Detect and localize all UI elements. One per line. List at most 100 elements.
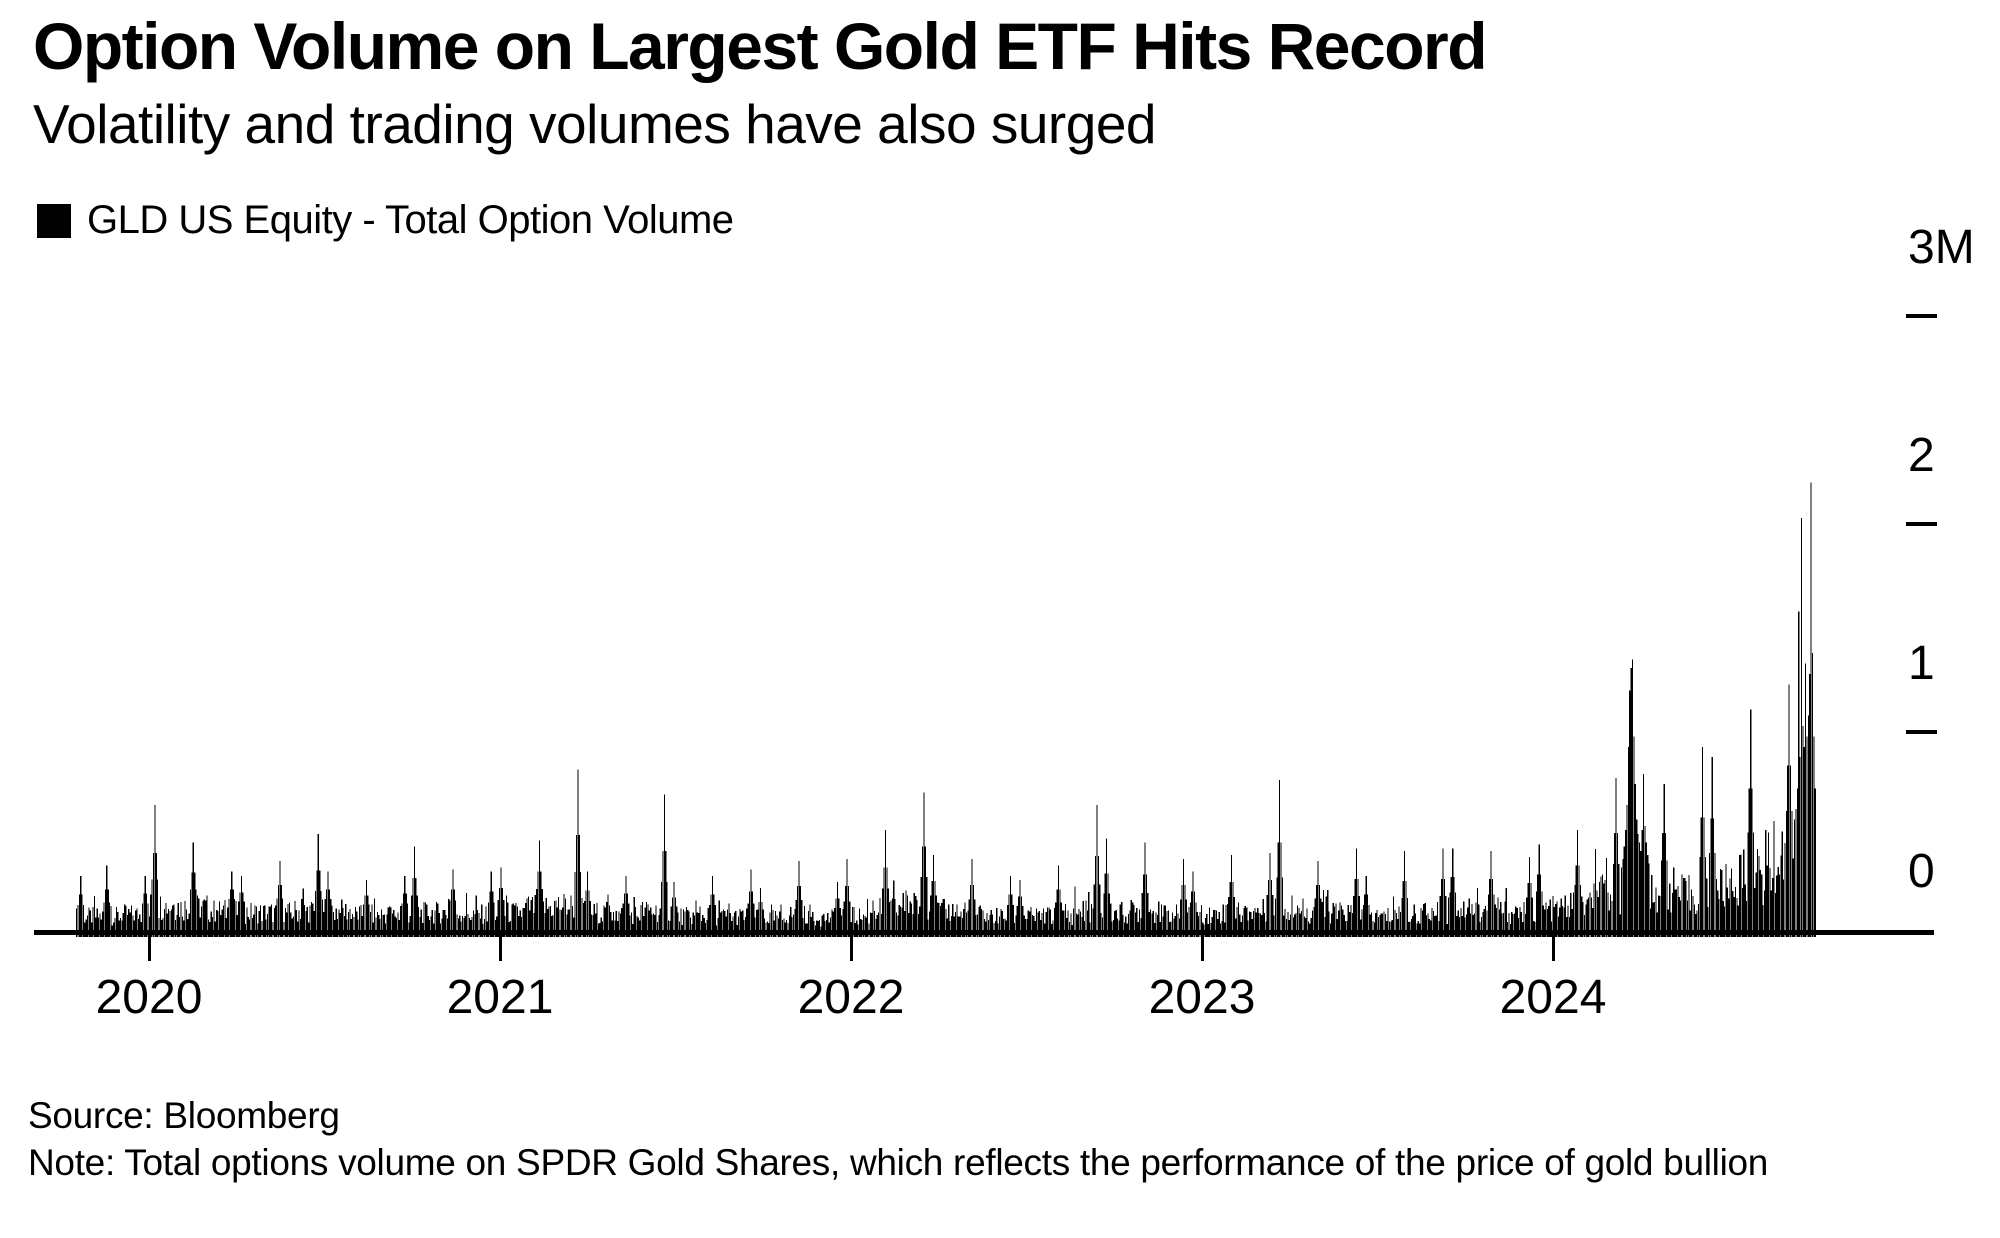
volume-bar [308, 922, 310, 937]
volume-bar [1240, 921, 1242, 937]
volume-bar [310, 902, 313, 937]
volume-bar [1545, 902, 1547, 937]
volume-bar [637, 917, 639, 937]
volume-bar [1399, 912, 1402, 937]
volume-bar [1375, 913, 1377, 937]
volume-bar [976, 914, 979, 937]
volume-bar [444, 909, 446, 937]
volume-bar [1158, 901, 1160, 937]
volume-bar [1561, 905, 1564, 937]
volume-bar [629, 915, 631, 937]
volume-bar [150, 894, 152, 937]
volume-bar [525, 903, 527, 937]
volume-bar [202, 900, 204, 937]
volume-bar [312, 903, 314, 937]
volume-bar [1560, 898, 1562, 937]
volume-bar [1618, 864, 1620, 937]
volume-bar [1056, 889, 1058, 937]
footer: Source: Bloomberg Note: Total options vo… [28, 1092, 1768, 1186]
volume-bar [538, 840, 541, 937]
volume-bar [191, 872, 193, 937]
volume-bar [437, 903, 439, 937]
volume-bar [1671, 893, 1673, 937]
volume-bar [1355, 848, 1358, 937]
volume-bar [619, 913, 622, 937]
volume-bar [667, 920, 670, 937]
volume-bar [1464, 917, 1466, 937]
volume-bar [400, 905, 402, 937]
volume-bar [1046, 907, 1049, 937]
volume-bar [1384, 914, 1386, 937]
volume-bar [904, 910, 906, 937]
volume-bar [277, 885, 280, 937]
volume-bar [1244, 905, 1246, 937]
volume-bar [1420, 907, 1422, 937]
volume-bar [349, 909, 351, 937]
volume-bar [1623, 846, 1625, 937]
volume-bar [1377, 917, 1380, 937]
volume-bar [1299, 913, 1301, 937]
volume-bar [1159, 921, 1161, 937]
volume-bar [438, 913, 440, 937]
volume-bar [1571, 909, 1573, 937]
volume-bar [595, 913, 597, 937]
volume-bar [199, 917, 201, 937]
volume-bar [985, 921, 987, 937]
volume-bar [737, 916, 740, 937]
volume-bar [986, 913, 988, 937]
volume-bar [954, 912, 957, 937]
volume-bar [651, 914, 653, 937]
volume-bar [945, 908, 947, 937]
volume-bar [1601, 874, 1603, 937]
volume-bar [919, 906, 921, 937]
volume-bar [1630, 667, 1632, 937]
volume-bar [187, 919, 189, 937]
volume-bar [1417, 921, 1419, 937]
volume-bar [836, 882, 839, 937]
volume-bar [387, 907, 389, 937]
volume-bar [1686, 900, 1689, 937]
volume-bar [714, 905, 716, 937]
volume-bar [1796, 788, 1798, 937]
volume-bar [435, 902, 438, 937]
volume-bar [875, 919, 877, 937]
volume-bar [1496, 908, 1498, 937]
volume-bar [880, 914, 882, 937]
volume-bar [122, 913, 124, 937]
volume-bar [1147, 892, 1149, 937]
volume-bar [1728, 898, 1730, 937]
volume-bar [218, 901, 221, 937]
volume-bar [1493, 894, 1495, 937]
volume-bar [931, 881, 933, 937]
volume-bar [1442, 848, 1444, 937]
volume-bar [305, 910, 307, 937]
volume-bar [666, 882, 668, 937]
volume-bar [342, 907, 344, 937]
volume-bar [1122, 914, 1124, 937]
volume-bar [1108, 893, 1110, 937]
volume-bar [1556, 901, 1558, 937]
volume-bar [1349, 912, 1351, 937]
volume-bar [505, 895, 508, 937]
volume-bar [176, 915, 178, 937]
volume-bar [1445, 895, 1447, 937]
volume-bar [614, 920, 616, 937]
volume-bar [1432, 911, 1435, 937]
volume-bar [1605, 858, 1608, 937]
volume-bar [1246, 907, 1248, 937]
volume-bar [346, 919, 348, 937]
volume-bar [1119, 904, 1121, 937]
volume-bar [1805, 663, 1807, 937]
volume-bar [780, 904, 782, 937]
volume-bar [472, 910, 475, 937]
volume-bar [1029, 911, 1031, 937]
volume-bar [365, 879, 367, 937]
volume-bar [1100, 913, 1102, 937]
volume-bar [1395, 912, 1397, 937]
x-axis-year-label: 2021 [446, 971, 554, 1024]
volume-bar [1230, 855, 1233, 937]
volume-bar [180, 902, 182, 937]
volume-bar [1758, 856, 1760, 937]
volume-bar [1222, 904, 1224, 937]
